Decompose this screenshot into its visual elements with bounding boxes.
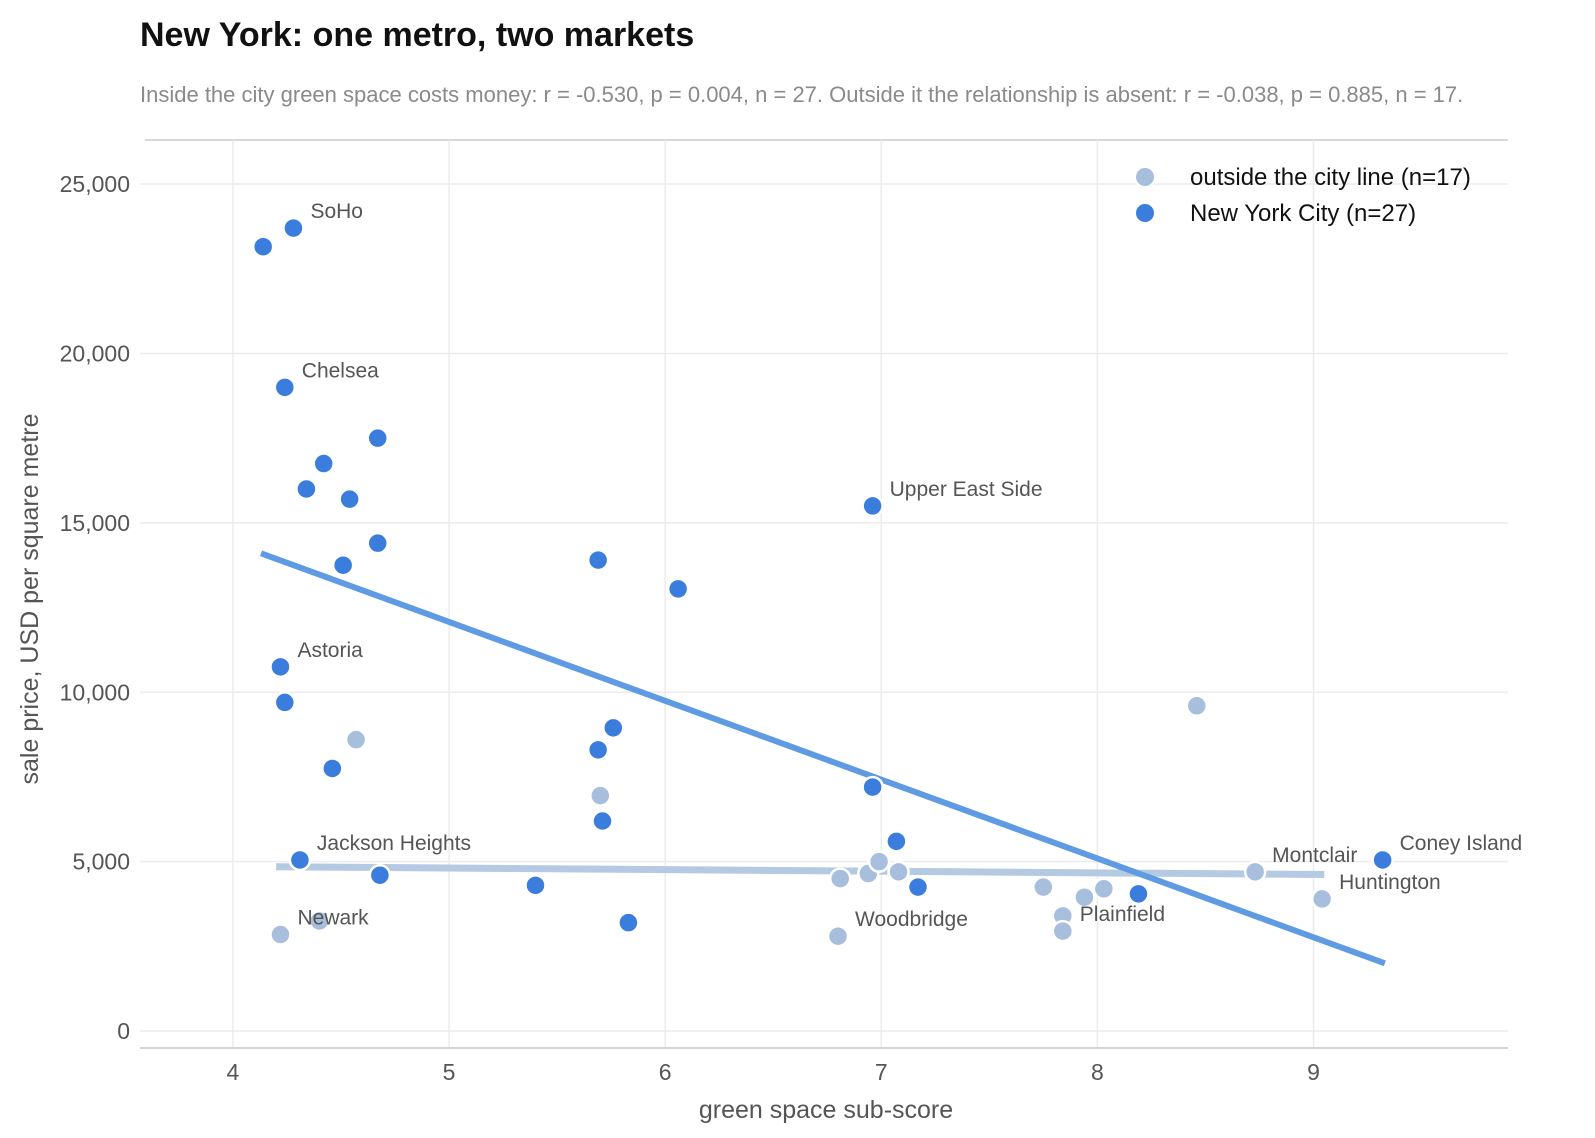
point-nyc (366, 426, 389, 450)
point-nyc (312, 452, 335, 475)
point-nyc (617, 911, 640, 934)
point-nyc (273, 691, 297, 714)
legend-label-nyc: New York City (n=27) (1190, 200, 1416, 227)
legend-label-outside: outside the city line (n=17) (1190, 164, 1471, 191)
point-label: Newark (297, 907, 369, 930)
point-outside (828, 867, 852, 890)
point-nyc (1127, 882, 1150, 906)
point-label: Jackson Heights (317, 832, 471, 855)
x-tick-label: 5 (443, 1059, 456, 1085)
point-outside (867, 850, 891, 873)
point-outside (887, 860, 910, 884)
x-tick-label: 7 (875, 1059, 888, 1085)
y-tick-label: 5,000 (72, 849, 130, 875)
point-nyc (269, 655, 292, 679)
point-nyc (586, 548, 610, 572)
point-outside (344, 728, 368, 751)
point-nyc (586, 738, 610, 762)
grid (140, 140, 1508, 1048)
point-label: Huntington (1339, 871, 1441, 894)
point-outside (308, 909, 331, 933)
point-nyc (666, 577, 690, 601)
point-nyc (288, 848, 312, 872)
point-label: Plainfield (1080, 903, 1165, 926)
point-outside (1092, 877, 1116, 901)
point-outside (1243, 860, 1267, 884)
point-outside (1073, 885, 1096, 909)
chart-subtitle: Inside the city green space costs money:… (140, 82, 1463, 107)
point-nyc (321, 757, 344, 780)
point-nyc (861, 775, 884, 799)
point-nyc (331, 553, 355, 577)
point-nyc (885, 830, 908, 853)
y-axis-ticks: 0 5,000 10,000 15,000 20,000 25,000 (60, 171, 130, 1044)
point-label: Woodbridge (855, 908, 968, 931)
point-nyc (366, 531, 389, 555)
point-labels: Newark Woodbridge Plainfield Montclair Hunti… (297, 200, 1522, 931)
legend-marker-nyc (1134, 202, 1156, 224)
point-label: SoHo (310, 200, 363, 223)
y-tick-label: 20,000 (60, 340, 130, 366)
point-outside (1032, 875, 1055, 899)
point-nyc (282, 216, 305, 240)
y-tick-label: 0 (117, 1018, 130, 1044)
point-label: Chelsea (302, 359, 379, 382)
legend-marker-outside (1134, 166, 1156, 188)
point-outside (1051, 919, 1075, 943)
point-label: Montclair (1272, 844, 1357, 867)
data-points (251, 216, 1394, 948)
legend: outside the city line (n=17) New York Ci… (1134, 164, 1471, 227)
point-label: Astoria (297, 639, 363, 662)
point-nyc (295, 477, 318, 501)
y-axis-label: sale price, USD per square metre (16, 414, 44, 785)
point-label: Upper East Side (890, 478, 1043, 501)
x-tick-label: 8 (1091, 1059, 1104, 1085)
point-nyc (524, 874, 547, 897)
point-nyc (591, 809, 614, 833)
x-tick-label: 4 (227, 1059, 240, 1085)
trend-line-outside (276, 863, 1325, 879)
point-nyc (368, 863, 392, 887)
point-outside (1185, 694, 1209, 718)
point-nyc (338, 487, 361, 511)
trend-line-nyc (259, 550, 1386, 967)
trend-lines (259, 550, 1386, 967)
y-tick-label: 25,000 (60, 171, 130, 197)
point-outside (826, 924, 850, 948)
y-tick-label: 15,000 (60, 510, 130, 536)
point-nyc (906, 875, 930, 899)
point-outside (1310, 887, 1334, 911)
x-axis-label: green space sub-score (699, 1096, 953, 1124)
x-tick-label: 9 (1307, 1059, 1320, 1085)
point-nyc (251, 235, 275, 258)
point-nyc (861, 494, 884, 518)
x-axis-ticks: 4 5 6 7 8 9 (227, 1059, 1320, 1085)
point-nyc (1371, 848, 1394, 872)
point-outside (589, 784, 612, 807)
x-tick-label: 6 (659, 1059, 672, 1085)
point-nyc (602, 716, 625, 740)
point-label: Coney Island (1400, 832, 1523, 855)
point-outside (269, 923, 292, 946)
y-tick-label: 10,000 (60, 679, 130, 705)
point-nyc (273, 376, 297, 399)
chart-title: New York: one metro, two markets (140, 16, 694, 54)
